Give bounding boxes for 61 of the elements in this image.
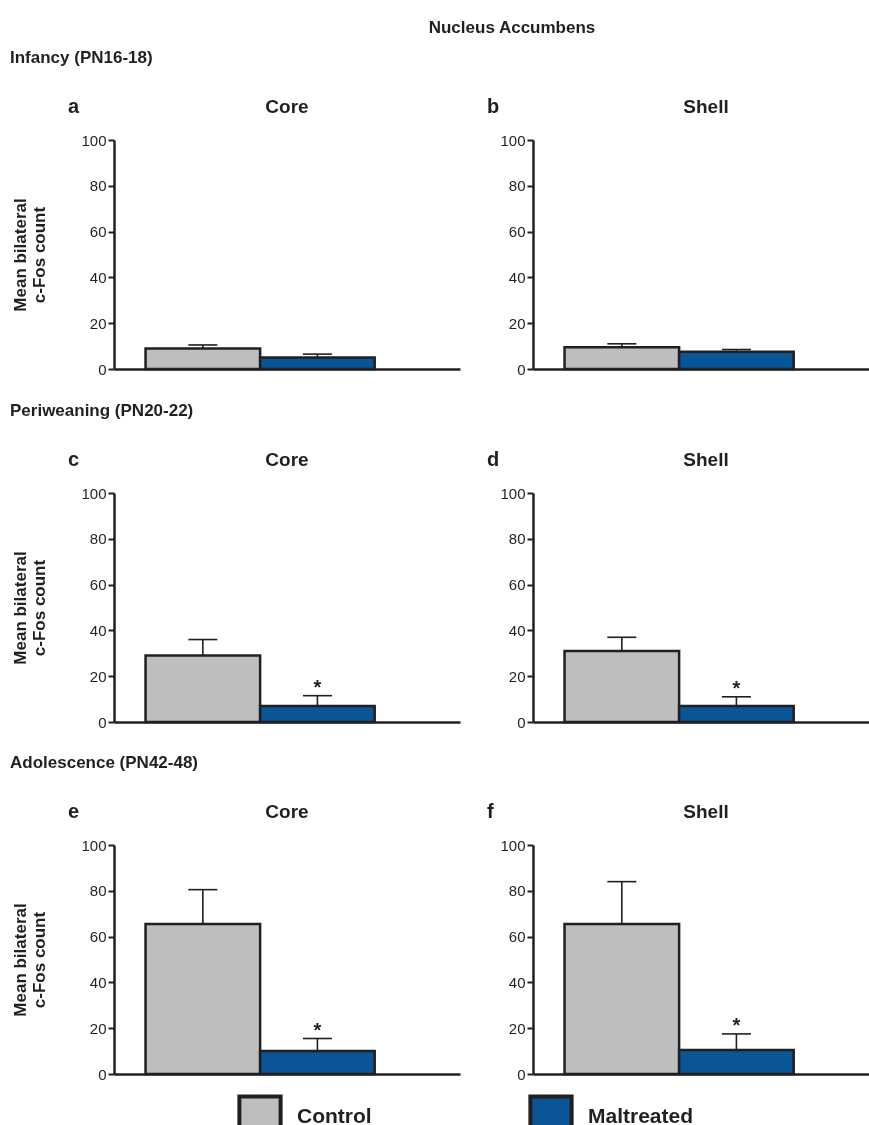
y-tick-label: 20 [89, 1019, 107, 1037]
text: a [68, 95, 80, 118]
y-tick-label: 40 [508, 973, 526, 991]
y-tick-label: 0 [517, 713, 526, 731]
text: Nucleus Accumbens [428, 18, 596, 38]
y-tick-label: 60 [508, 576, 526, 594]
y-tick-label: 80 [508, 530, 526, 548]
text: c [68, 448, 80, 471]
y-tick-label: 0 [98, 360, 107, 378]
y-tick-label: 40 [508, 621, 526, 639]
y-tick-label: 80 [508, 882, 526, 900]
y-tick-label: 60 [89, 223, 107, 241]
text: f [487, 800, 494, 823]
chart-title: Shell [683, 449, 729, 470]
data-label: * [313, 675, 322, 698]
y-axis-title: Mean bilateral c-Fos count [11, 198, 50, 312]
y-tick-label: 60 [89, 928, 107, 946]
text: Periweaning (PN20-22) [10, 401, 194, 421]
chart-title: Shell [683, 96, 729, 117]
text: d [487, 448, 500, 471]
y-tick-label: 80 [508, 177, 526, 195]
data-label: * [313, 1018, 322, 1041]
y-tick-label: 0 [98, 1065, 107, 1083]
y-tick-label: 20 [508, 314, 526, 332]
y-tick-label: 60 [508, 223, 526, 241]
y-tick-label: 100 [81, 484, 107, 502]
chart-title: Core [265, 449, 309, 470]
y-tick-label: 60 [89, 576, 107, 594]
y-tick-label: 40 [89, 268, 107, 286]
y-tick-label: 100 [500, 484, 526, 502]
y-tick-label: 100 [81, 836, 107, 854]
y-tick-label: 80 [89, 882, 107, 900]
y-axis-title: Mean bilateral c-Fos count [11, 551, 50, 665]
y-tick-label: 20 [89, 314, 107, 332]
y-tick-label: 40 [508, 268, 526, 286]
y-tick-label: 80 [89, 530, 107, 548]
y-tick-label: 0 [98, 713, 107, 731]
y-tick-label: 100 [500, 836, 526, 854]
y-tick-label: 20 [508, 1019, 526, 1037]
text: Infancy (PN16-18) [10, 48, 153, 68]
y-tick-label: 60 [508, 928, 526, 946]
y-tick-label: 100 [500, 131, 526, 149]
text: Adolescence (PN42-48) [10, 753, 199, 773]
y-tick-label: 20 [508, 667, 526, 685]
y-tick-label: 0 [517, 1065, 526, 1083]
y-tick-label: 40 [89, 621, 107, 639]
y-axis-title: Mean bilateral c-Fos count [11, 903, 50, 1017]
text: e [68, 800, 80, 823]
chart-title: Core [265, 801, 309, 822]
legend-label: Control [297, 1104, 372, 1125]
chart-title: Shell [683, 801, 729, 822]
y-tick-label: 80 [89, 177, 107, 195]
text: b [487, 95, 500, 118]
y-tick-label: 100 [81, 131, 107, 149]
y-tick-label: 20 [89, 667, 107, 685]
data-label: * [732, 676, 741, 699]
y-tick-label: 40 [89, 973, 107, 991]
data-label: * [732, 1013, 741, 1036]
y-tick-label: 0 [517, 360, 526, 378]
chart-title: Core [265, 96, 309, 117]
legend-label: Maltreated [588, 1104, 694, 1125]
